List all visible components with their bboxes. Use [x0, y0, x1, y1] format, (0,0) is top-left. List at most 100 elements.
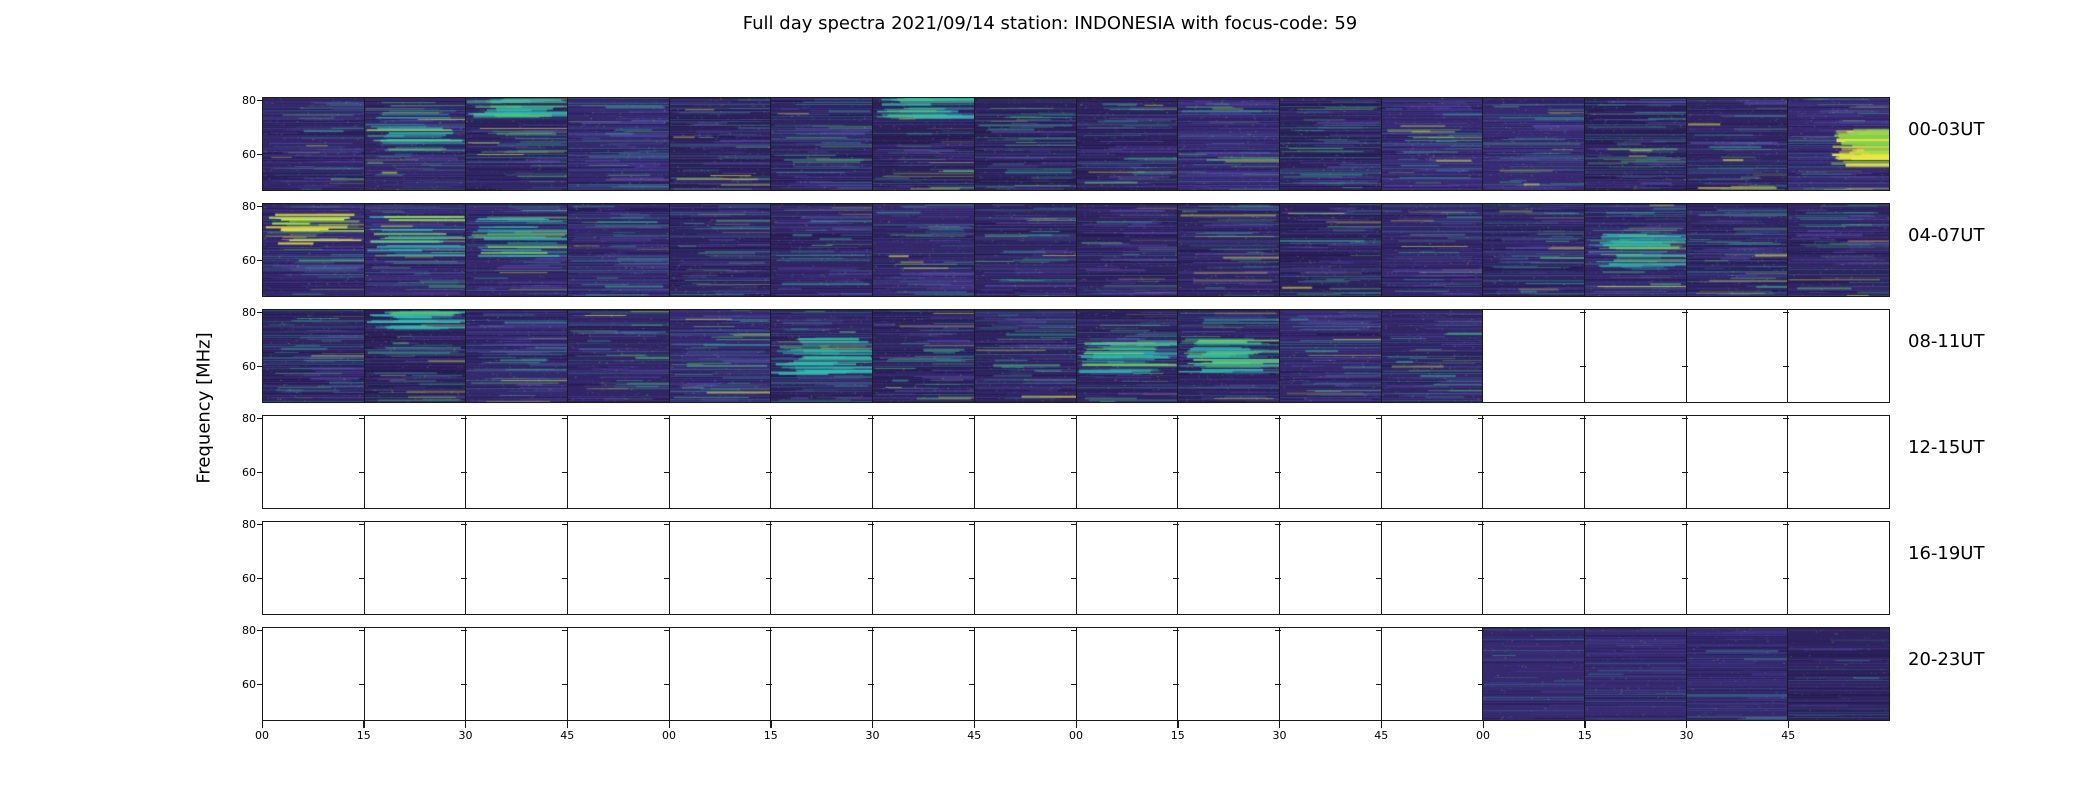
empty-panel — [1177, 628, 1279, 720]
y-tick-mark — [664, 524, 670, 526]
y-tick-mark — [969, 684, 976, 686]
y-tick-label: 80 — [242, 411, 256, 425]
spectrogram-canvas — [466, 98, 568, 190]
empty-panel — [1278, 628, 1381, 720]
y-tick-mark — [257, 472, 263, 474]
x-tick-mark — [770, 721, 772, 728]
spectrogram-panel — [1685, 204, 1788, 296]
spectrogram-panel — [1075, 98, 1178, 190]
empty-panel — [973, 416, 1076, 508]
y-tick-mark — [765, 630, 772, 632]
chart-title: Full day spectra 2021/09/14 station: IND… — [742, 13, 1358, 34]
y-tick-mark — [1172, 578, 1179, 580]
y-tick-mark — [1579, 524, 1586, 526]
row-time-label: 00-03UT — [1908, 119, 1985, 140]
y-tick-mark — [1376, 472, 1383, 474]
y-tick-mark — [867, 524, 874, 526]
y-tick-mark — [1376, 524, 1383, 526]
empty-panel — [1278, 416, 1381, 508]
empty-panel — [465, 522, 568, 614]
x-tick-mark — [1380, 721, 1383, 728]
empty-panel — [1685, 522, 1788, 614]
empty-panel — [973, 522, 1076, 614]
empty-panel — [1075, 416, 1178, 508]
y-tick-mark — [562, 472, 569, 474]
spectrogram-canvas — [1483, 628, 1584, 720]
empty-panel — [872, 628, 974, 720]
empty-panel — [1177, 522, 1279, 614]
y-tick-mark — [358, 578, 365, 580]
spectrogram-panel — [1787, 628, 1889, 720]
y-tick-mark — [1376, 418, 1383, 420]
spectrogram-panel — [1075, 310, 1178, 402]
y-tick-label: 80 — [242, 199, 256, 213]
y-tick-mark — [358, 524, 365, 526]
y-tick-mark — [257, 418, 263, 420]
y-tick-mark — [1579, 418, 1586, 420]
y-tick-mark — [1274, 630, 1281, 632]
y-tick-mark — [358, 472, 365, 474]
spectrogram-panel — [872, 98, 974, 190]
spectrogram-canvas — [771, 310, 873, 402]
spectrogram-panel — [973, 204, 1076, 296]
y-tick-mark — [1172, 418, 1179, 420]
x-tick-mark — [668, 721, 670, 728]
y-tick-mark — [1783, 524, 1790, 526]
y-tick-mark — [562, 578, 569, 580]
y-tick-mark — [1681, 578, 1688, 580]
y-tick-mark — [1783, 312, 1790, 314]
y-tick-mark — [765, 418, 772, 420]
spectrogram-canvas — [974, 204, 1076, 296]
y-tick-mark — [257, 578, 263, 580]
x-tick-mark — [1787, 721, 1790, 728]
spectrogram-panel — [1482, 98, 1584, 190]
spectrogram-panel — [1787, 98, 1889, 190]
y-tick-mark — [1274, 578, 1281, 580]
spectrogram-canvas — [1381, 98, 1483, 190]
y-tick-mark — [1172, 472, 1179, 474]
y-tick-mark — [460, 684, 467, 686]
spectrogram-canvas — [1788, 98, 1889, 190]
x-tick-mark — [973, 721, 976, 728]
y-tick-mark — [1376, 684, 1383, 686]
spectrogram-canvas — [1076, 204, 1178, 296]
y-tick-mark — [1172, 630, 1179, 632]
spectrogram-canvas — [1686, 98, 1788, 190]
y-tick-mark — [1579, 312, 1586, 314]
x-tick-label: 00 — [1476, 729, 1490, 742]
empty-panel — [668, 628, 771, 720]
spectrogram-canvas — [1279, 310, 1381, 402]
empty-panel — [465, 416, 568, 508]
empty-panel — [363, 416, 466, 508]
empty-panel — [1787, 522, 1889, 614]
y-tick-mark — [867, 684, 874, 686]
spectrogram-canvas — [669, 204, 771, 296]
spectrogram-canvas — [1178, 98, 1279, 190]
y-tick-mark — [257, 684, 263, 686]
spectrogram-panel — [1177, 310, 1279, 402]
y-tick-mark — [969, 578, 976, 580]
y-tick-mark — [1478, 578, 1484, 580]
spectrogram-canvas — [1584, 98, 1686, 190]
y-tick-mark — [1783, 418, 1790, 420]
empty-panel — [1075, 522, 1178, 614]
y-tick-mark — [257, 366, 263, 368]
spectrogram-canvas — [873, 310, 974, 402]
spectrogram-canvas — [771, 204, 873, 296]
x-tick-mark — [1177, 721, 1179, 728]
spectrogram-canvas — [364, 310, 466, 402]
spectrogram-canvas — [1279, 204, 1381, 296]
empty-panel — [1583, 416, 1686, 508]
y-tick-mark — [1172, 524, 1179, 526]
empty-panel — [668, 522, 771, 614]
x-tick-label: 45 — [967, 729, 982, 742]
row-time-label: 08-11UT — [1908, 331, 1985, 352]
y-tick-mark — [1274, 524, 1281, 526]
spectrogram-panel — [363, 204, 466, 296]
y-tick-mark — [257, 630, 263, 632]
spectrogram-panel — [1380, 204, 1483, 296]
spectrogram-panel — [1685, 98, 1788, 190]
spectrogram-canvas — [1584, 628, 1686, 720]
empty-panel — [567, 628, 669, 720]
